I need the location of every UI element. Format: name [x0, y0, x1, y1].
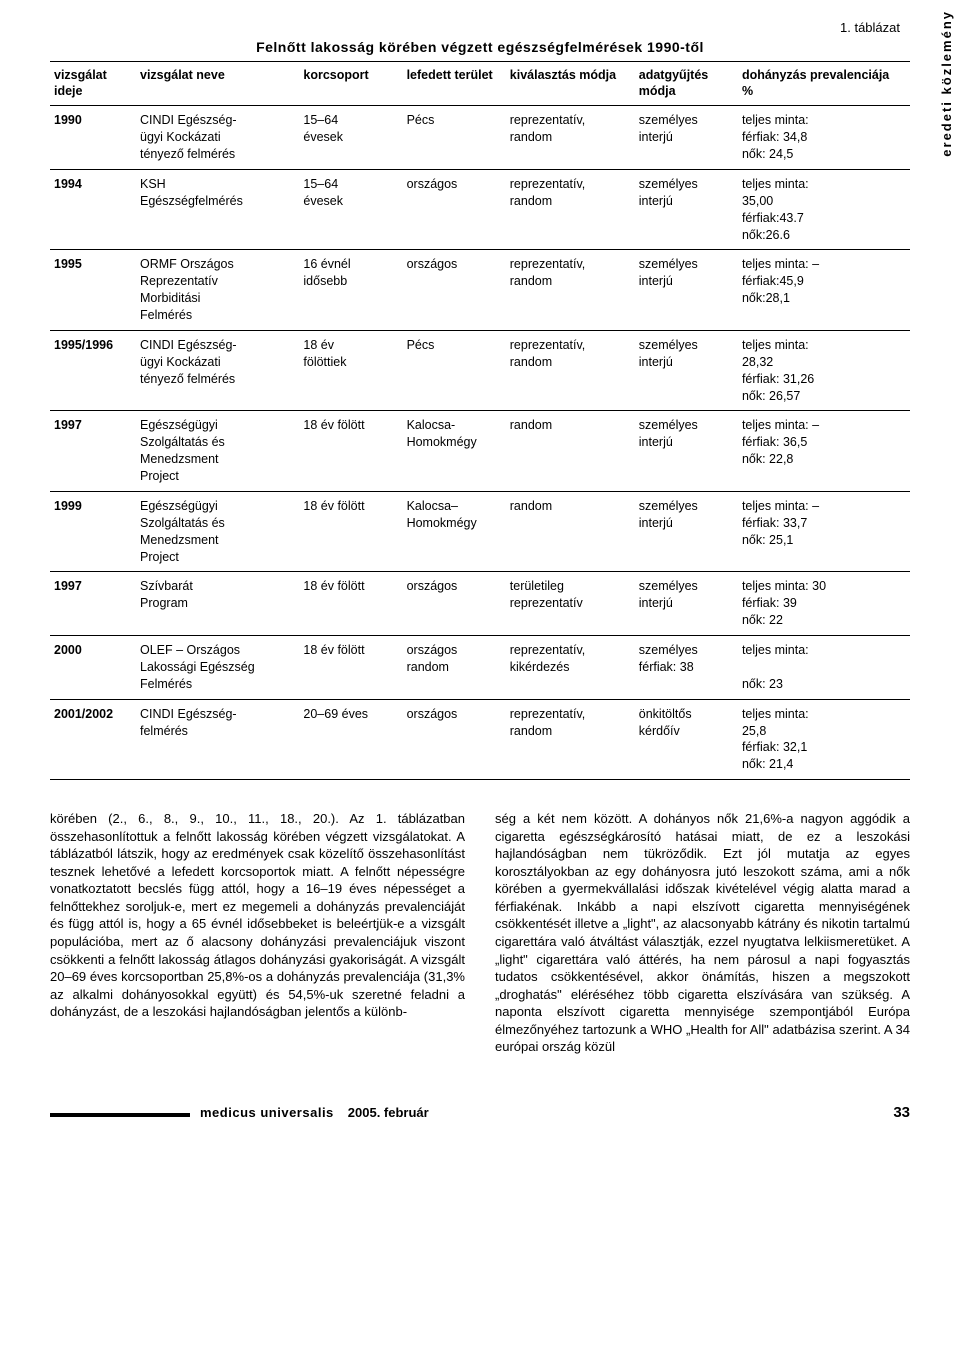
table-cell: 1999: [50, 491, 136, 572]
table-cell: Egészségügyi Szolgáltatás és Menedzsment…: [136, 491, 299, 572]
table-cell: teljes minta: – férfiak: 36,5 nők: 22,8: [738, 411, 910, 492]
table-header-row: vizsgálat ideje vizsgálat neve korcsopor…: [50, 62, 910, 106]
table-cell: teljes minta: 30 férfiak: 39 nők: 22: [738, 572, 910, 636]
footer-journal: medicus universalis: [200, 1105, 334, 1120]
table-cell: OLEF – Országos Lakossági Egészség Felmé…: [136, 636, 299, 700]
table-cell: teljes minta: 35,00 férfiak:43.7 nők:26.…: [738, 169, 910, 250]
table-row: 1997Szívbarát Program18 év fölöttországo…: [50, 572, 910, 636]
table-cell: 20–69 éves: [299, 699, 402, 780]
table-cell: 15–64 évesek: [299, 106, 402, 170]
body-right-column: ség a két nem között. A dohányos nők 21,…: [495, 810, 910, 1056]
table-cell: országos: [403, 699, 506, 780]
table-cell: személyes interjú: [635, 106, 738, 170]
table-cell: CINDI Egészség- ügyi Kockázati tényező f…: [136, 106, 299, 170]
table-cell: 1995/1996: [50, 330, 136, 411]
table-row: 1997Egészségügyi Szolgáltatás és Menedzs…: [50, 411, 910, 492]
table-cell: országos: [403, 169, 506, 250]
table-title: Felnőtt lakosság körében végzett egészsé…: [50, 39, 910, 55]
table-cell: 18 év fölöttiek: [299, 330, 402, 411]
table-cell: teljes minta: nők: 23: [738, 636, 910, 700]
col-header: vizsgálat neve: [136, 62, 299, 106]
table-cell: önkitöltős kérdőív: [635, 699, 738, 780]
col-header: adatgyűjtés módja: [635, 62, 738, 106]
table-cell: Egészségügyi Szolgáltatás és Menedzsment…: [136, 411, 299, 492]
table-cell: országos: [403, 250, 506, 331]
table-cell: 2001/2002: [50, 699, 136, 780]
table-cell: 15–64 évesek: [299, 169, 402, 250]
table-cell: 1990: [50, 106, 136, 170]
table-cell: teljes minta: 28,32 férfiak: 31,26 nők: …: [738, 330, 910, 411]
table-row: 1995ORMF Országos Reprezentatív Morbidit…: [50, 250, 910, 331]
table-cell: reprezentatív, kikérdezés: [506, 636, 635, 700]
table-cell: Szívbarát Program: [136, 572, 299, 636]
table-cell: random: [506, 491, 635, 572]
footer-bar: [50, 1113, 190, 1117]
table-cell: reprezentatív, random: [506, 699, 635, 780]
table-caption: 1. táblázat: [50, 20, 910, 35]
body-right-paragraph: ség a két nem között. A dohányos nők 21,…: [495, 810, 910, 1056]
table-cell: 1997: [50, 572, 136, 636]
table-cell: teljes minta: 25,8 férfiak: 32,1 nők: 21…: [738, 699, 910, 780]
table-cell: CINDI Egészség- felmérés: [136, 699, 299, 780]
col-header: dohányzás prevalenciája %: [738, 62, 910, 106]
table-cell: személyes interjú: [635, 330, 738, 411]
col-header: korcsoport: [299, 62, 402, 106]
table-cell: teljes minta: férfiak: 34,8 nők: 24,5: [738, 106, 910, 170]
page-content: 1. táblázat Felnőtt lakosság körében vég…: [0, 0, 960, 1141]
table-cell: területileg reprezentatív: [506, 572, 635, 636]
table-cell: személyes interjú: [635, 491, 738, 572]
table-cell: teljes minta: – férfiak:45,9 nők:28,1: [738, 250, 910, 331]
table-row: 1994KSH Egészségfelmérés15–64 évesekorsz…: [50, 169, 910, 250]
col-header: kiválasztás módja: [506, 62, 635, 106]
table-cell: Kalocsa- Homokmégy: [403, 411, 506, 492]
table-row: 2000OLEF – Országos Lakossági Egészség F…: [50, 636, 910, 700]
table-cell: személyes interjú: [635, 169, 738, 250]
table-cell: személyes férfiak: 38: [635, 636, 738, 700]
table-cell: 1994: [50, 169, 136, 250]
table-cell: 16 évnél idősebb: [299, 250, 402, 331]
table-cell: személyes interjú: [635, 572, 738, 636]
table-cell: teljes minta: – férfiak: 33,7 nők: 25,1: [738, 491, 910, 572]
table-cell: 18 év fölött: [299, 411, 402, 492]
table-body: 1990CINDI Egészség- ügyi Kockázati ténye…: [50, 106, 910, 780]
table-cell: 18 év fölött: [299, 572, 402, 636]
table-cell: 2000: [50, 636, 136, 700]
table-cell: reprezentatív, random: [506, 250, 635, 331]
table-cell: CINDI Egészség- ügyi Kockázati tényező f…: [136, 330, 299, 411]
col-header: vizsgálat ideje: [50, 62, 136, 106]
table-cell: 18 év fölött: [299, 636, 402, 700]
table-cell: 1997: [50, 411, 136, 492]
table-cell: reprezentatív, random: [506, 330, 635, 411]
table-row: 1995/1996CINDI Egészség- ügyi Kockázati …: [50, 330, 910, 411]
table-cell: reprezentatív, random: [506, 169, 635, 250]
table-cell: országos: [403, 572, 506, 636]
table-row: 2001/2002CINDI Egészség- felmérés20–69 é…: [50, 699, 910, 780]
table-cell: 1995: [50, 250, 136, 331]
table-cell: országos random: [403, 636, 506, 700]
table-cell: Kalocsa– Homokmégy: [403, 491, 506, 572]
table-row: 1990CINDI Egészség- ügyi Kockázati ténye…: [50, 106, 910, 170]
table-cell: Pécs: [403, 330, 506, 411]
body-text: körében (2., 6., 8., 9., 10., 11., 18., …: [50, 810, 910, 1056]
table-cell: 18 év fölött: [299, 491, 402, 572]
side-label: eredeti közlemény: [939, 10, 954, 157]
table-cell: személyes interjú: [635, 411, 738, 492]
body-left-column: körében (2., 6., 8., 9., 10., 11., 18., …: [50, 810, 465, 1056]
body-left-paragraph: körében (2., 6., 8., 9., 10., 11., 18., …: [50, 810, 465, 1021]
table-row: 1999Egészségügyi Szolgáltatás és Menedzs…: [50, 491, 910, 572]
footer-page-number: 33: [893, 1104, 910, 1121]
table-cell: KSH Egészségfelmérés: [136, 169, 299, 250]
table-cell: random: [506, 411, 635, 492]
page-footer: medicus universalis 2005. február 33: [50, 1096, 910, 1121]
table-cell: reprezentatív, random: [506, 106, 635, 170]
table-cell: ORMF Országos Reprezentatív Morbiditási …: [136, 250, 299, 331]
table-cell: Pécs: [403, 106, 506, 170]
survey-table: vizsgálat ideje vizsgálat neve korcsopor…: [50, 61, 910, 780]
table-cell: személyes interjú: [635, 250, 738, 331]
col-header: lefedett terület: [403, 62, 506, 106]
footer-date: 2005. február: [348, 1105, 429, 1120]
